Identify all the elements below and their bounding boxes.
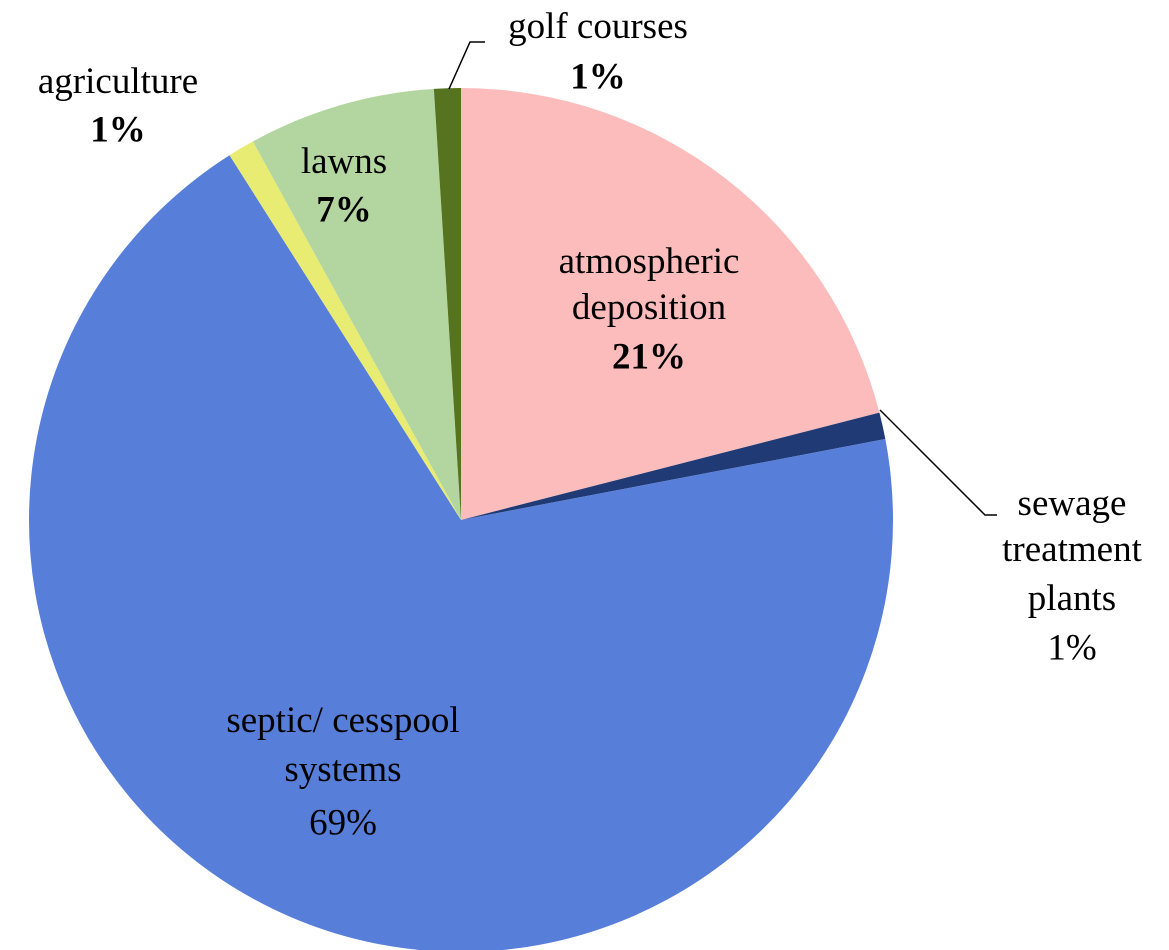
pie-slice (433, 88, 461, 520)
pie-slice (461, 412, 886, 520)
pie-slice (252, 88, 461, 521)
leader-line (448, 41, 485, 90)
slice-value-label: 21% (612, 336, 686, 377)
pie (29, 88, 893, 950)
leader-line (879, 409, 997, 516)
slice-label: lawns (301, 141, 387, 182)
slice-label: atmospheric deposition (559, 241, 740, 328)
slice-label: agriculture (38, 61, 198, 102)
slice-label: golf courses (508, 6, 688, 47)
slice-value-label: 69% (309, 802, 377, 843)
slice-value-label: 1% (570, 56, 626, 97)
slice-label: septic/ cesspool systems (226, 700, 459, 790)
pie-slice (229, 141, 461, 520)
labels: atmospheric deposition 21% sewage treatment p… (38, 6, 1143, 843)
slice-value-label: 1% (1047, 627, 1096, 668)
slice-label: sewage treatment plants (1002, 483, 1142, 619)
pie-slice (461, 88, 880, 520)
slice-value-label: 1% (90, 109, 146, 150)
slice-value-label: 7% (316, 189, 372, 230)
pie-slice (29, 155, 893, 950)
